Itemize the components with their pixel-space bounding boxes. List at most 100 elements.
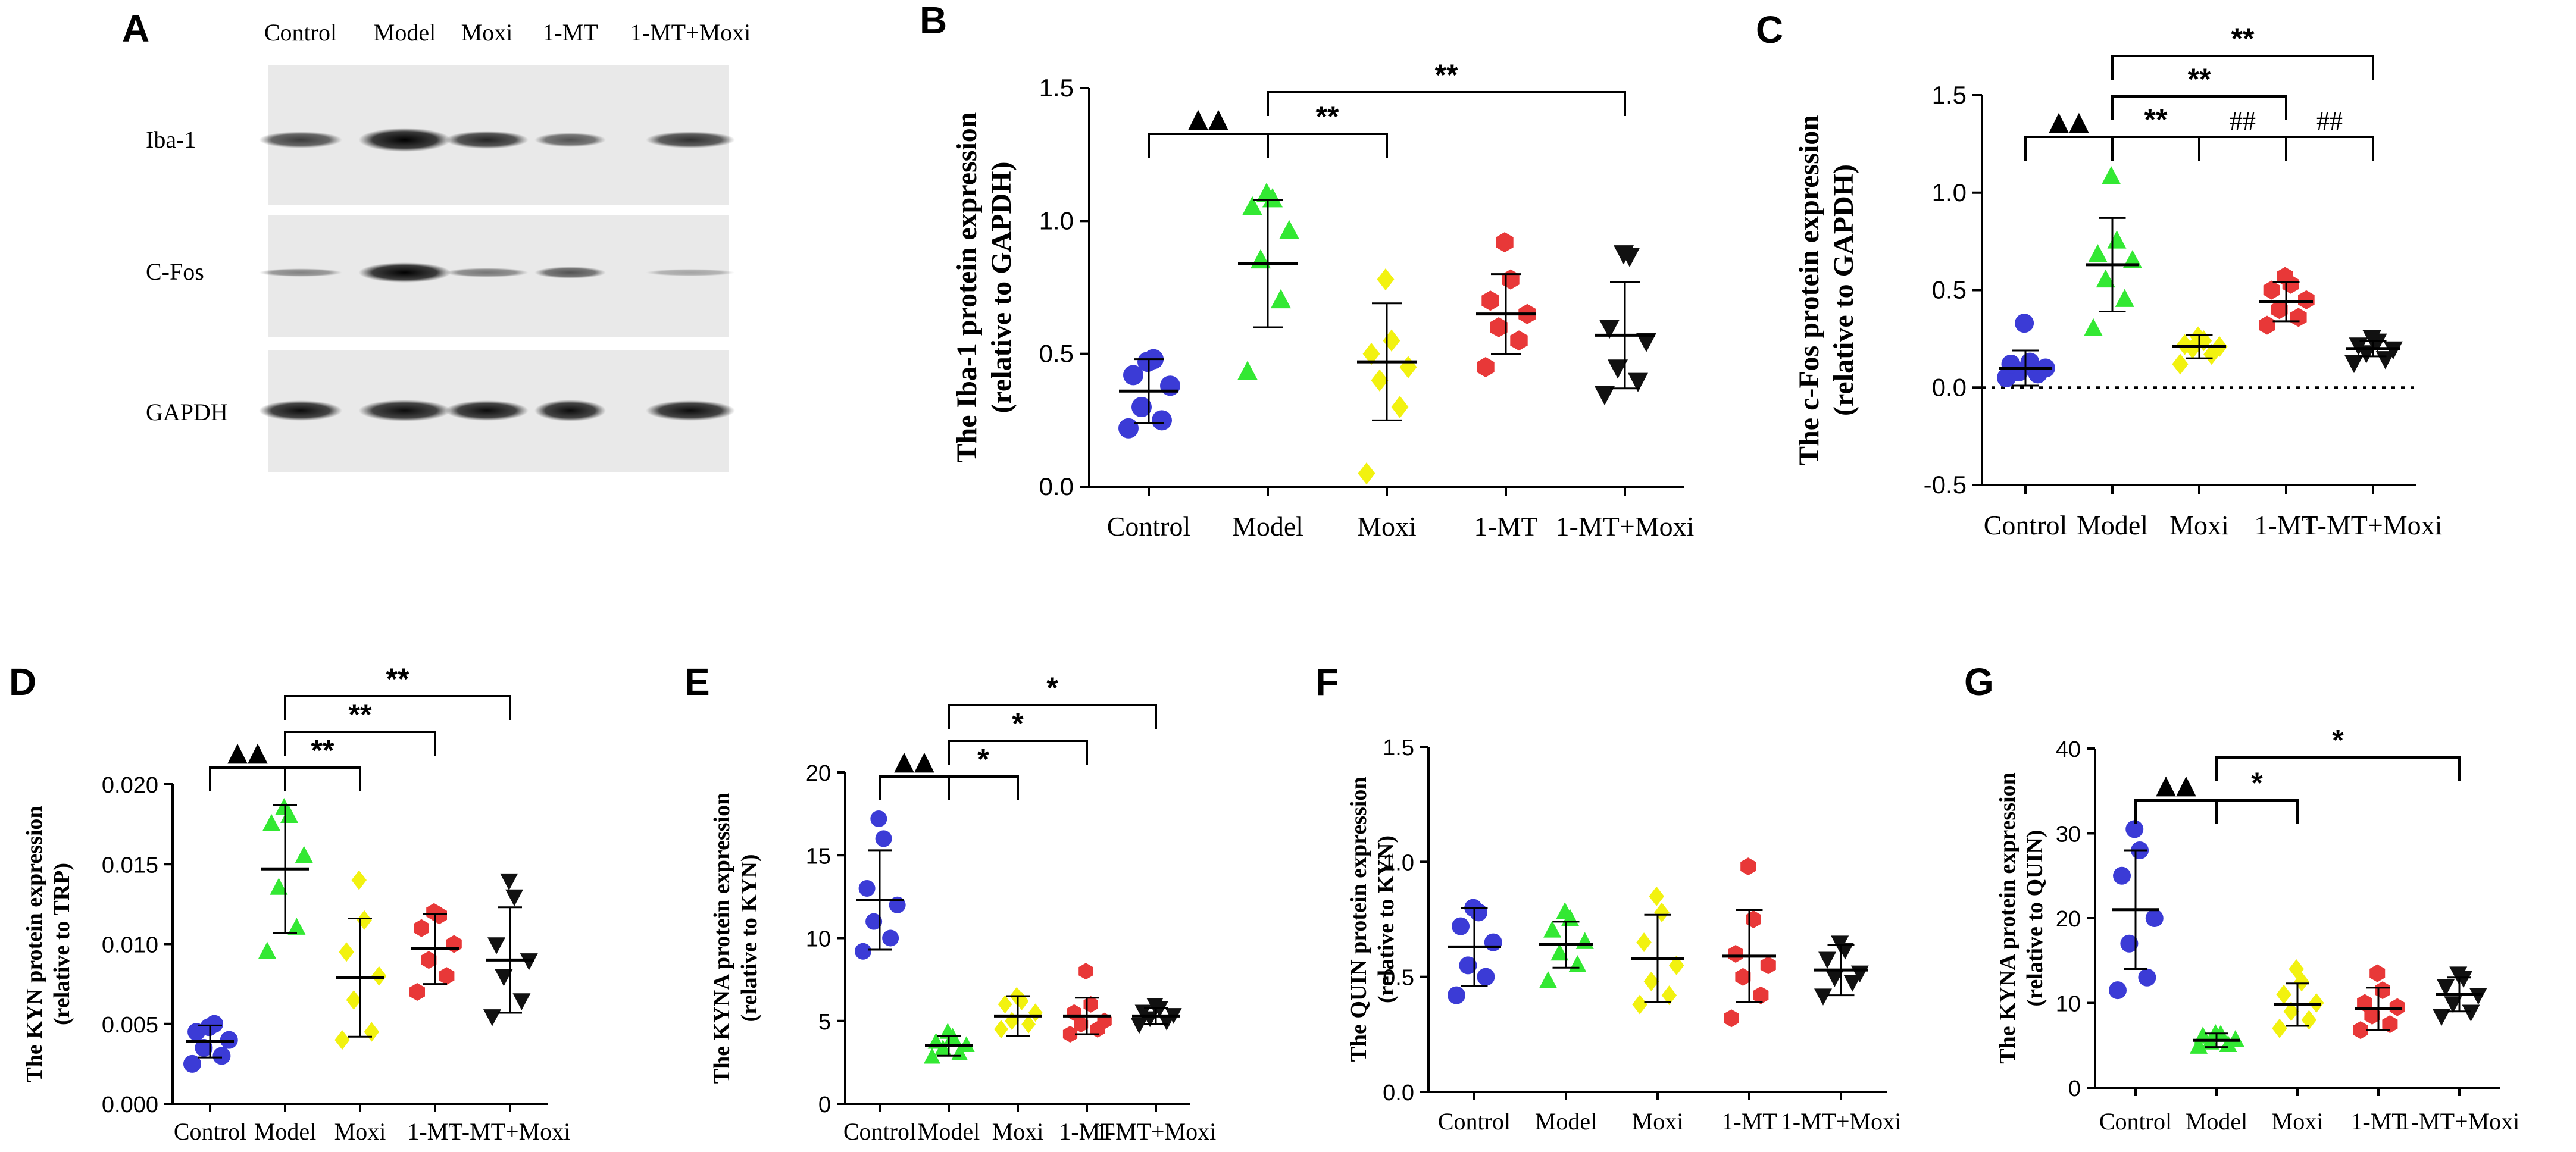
data-point: [2272, 1018, 2287, 1038]
y-tick-label: 1.0: [1383, 850, 1414, 875]
data-point: [1502, 269, 1520, 290]
blot-band: [259, 132, 342, 148]
data-point: [1459, 956, 1477, 975]
significance-bracket: [1148, 133, 1269, 158]
significance-label: **: [2144, 103, 2168, 136]
x-tick-label: Moxi: [1632, 1108, 1684, 1135]
data-point: [1568, 955, 1587, 972]
data-point: [2120, 934, 2139, 953]
data-point: [1452, 917, 1470, 935]
data-point: [2289, 959, 2304, 979]
data-point: [2290, 308, 2307, 327]
data-point: [875, 830, 892, 847]
x-tick-label: Control: [174, 1118, 246, 1145]
data-point: [339, 942, 354, 962]
data-point: [1137, 352, 1158, 372]
data-point: [2190, 326, 2206, 348]
data-point: [1614, 245, 1634, 265]
data-point: [1843, 975, 1862, 992]
significance-bracket: [2285, 136, 2374, 161]
data-point: [270, 878, 288, 895]
data-point: [200, 1018, 218, 1037]
x-tick-label: 1-MT: [2254, 510, 2318, 540]
y-tick-label: 0.005: [102, 1013, 158, 1038]
data-point: [2437, 979, 2455, 997]
data-point: [2344, 355, 2364, 374]
x-tick-label: 1-MT: [1474, 511, 1537, 541]
data-point: [2138, 968, 2156, 987]
y-axis-label-line: (relative to TRP): [49, 863, 74, 1025]
y-axis-label: The KYNA protein expression (relative to …: [1995, 772, 2047, 1063]
significance-label: ▲▲: [2156, 769, 2196, 800]
data-point: [2172, 353, 2189, 375]
data-point: [414, 919, 429, 937]
data-point: [924, 1047, 940, 1064]
x-tick-label: Moxi: [334, 1118, 386, 1145]
data-point: [439, 967, 455, 985]
y-tick-label: 0.0: [1932, 373, 1967, 401]
significance-label: *: [1012, 707, 1024, 740]
data-point: [421, 951, 437, 969]
x-tick-label: Control: [2099, 1108, 2172, 1135]
chart-panel-d: D 0.000 0.005 0.010 0.015 0.020 The KYN protei…: [9, 660, 570, 1145]
data-point: [1118, 418, 1139, 439]
data-point: [2276, 984, 2291, 1004]
chart-panel-b: B 0.0 0.5 1.0 1.5 The Iba-1 protein expressio…: [920, 0, 1694, 541]
x-tick-label: Control: [843, 1118, 916, 1145]
blot-lane-label: 1-MT: [542, 19, 598, 46]
significance-bracket: [2111, 55, 2374, 80]
data-point: [1131, 1018, 1148, 1034]
blot-band: [445, 400, 529, 421]
y-axis-label-line: (relative to GAPDH): [1828, 164, 1859, 416]
x-tick-label: 1-MT+Moxi: [2399, 1108, 2520, 1135]
data-point: [1134, 1004, 1152, 1021]
significance-label: ##: [2316, 107, 2343, 136]
significance-bracket: [284, 766, 361, 791]
data-point: [1825, 970, 1844, 987]
significance-bracket: [948, 775, 1019, 800]
data-point: [1028, 1003, 1043, 1022]
significance-label: ▲▲: [1188, 103, 1228, 133]
y-tick-label: 5: [818, 1010, 831, 1035]
blot-lane-label: Control: [264, 19, 337, 46]
chart-panel-e: E 0 5 10 15 20 The KYNA protein expression (rel…: [684, 660, 1216, 1145]
data-point: [275, 798, 293, 815]
data-point: [2263, 280, 2280, 300]
panel-label: B: [920, 0, 947, 42]
significance-label: *: [977, 743, 989, 776]
blot-lane-labels: Control Model Moxi 1-MT 1-MT+Moxi: [264, 19, 751, 46]
blot-band: [646, 400, 735, 421]
data-point: [2277, 267, 2293, 286]
data-point: [1632, 994, 1647, 1015]
significance-label: **: [349, 698, 372, 731]
chart-panel-f: F 0.0 0.5 1.0 1.5 The QUIN protein expression…: [1315, 660, 1901, 1135]
data-point: [882, 929, 899, 947]
y-axis-label-line: (relative to KYN): [737, 854, 762, 1022]
data-point: [1539, 971, 1557, 988]
data-point: [994, 1020, 1008, 1039]
y-tick-label: 0.000: [102, 1092, 158, 1117]
blot-row-label-gapdh: GAPDH: [146, 399, 228, 425]
data-point: [2369, 964, 2386, 982]
data-point: [2096, 269, 2115, 288]
blot-lane-label: Moxi: [461, 19, 513, 46]
x-tick-label: Moxi: [2169, 510, 2229, 540]
data-point: [1575, 932, 1594, 949]
x-tick-label: Control: [1984, 510, 2068, 540]
x-tick-label: Moxi: [2272, 1108, 2324, 1135]
data-point: [1814, 988, 1832, 1006]
data-point: [1649, 886, 1664, 906]
data-point: [2226, 1029, 2244, 1047]
data-point: [409, 983, 425, 1001]
data-point: [195, 1039, 213, 1057]
significance-bracket: [2111, 95, 2287, 120]
data-point: [1391, 396, 1409, 418]
y-tick-label: 1.0: [1932, 179, 1967, 206]
x-tick-label: 1-MT+Moxi: [450, 1118, 571, 1145]
y-tick-label: 1.5: [1383, 735, 1414, 760]
data-point: [1818, 951, 1837, 969]
data-point: [939, 1023, 956, 1039]
data-point: [2259, 315, 2275, 335]
y-tick-label: 1.5: [1039, 74, 1074, 102]
panel-label: C: [1756, 8, 1783, 51]
